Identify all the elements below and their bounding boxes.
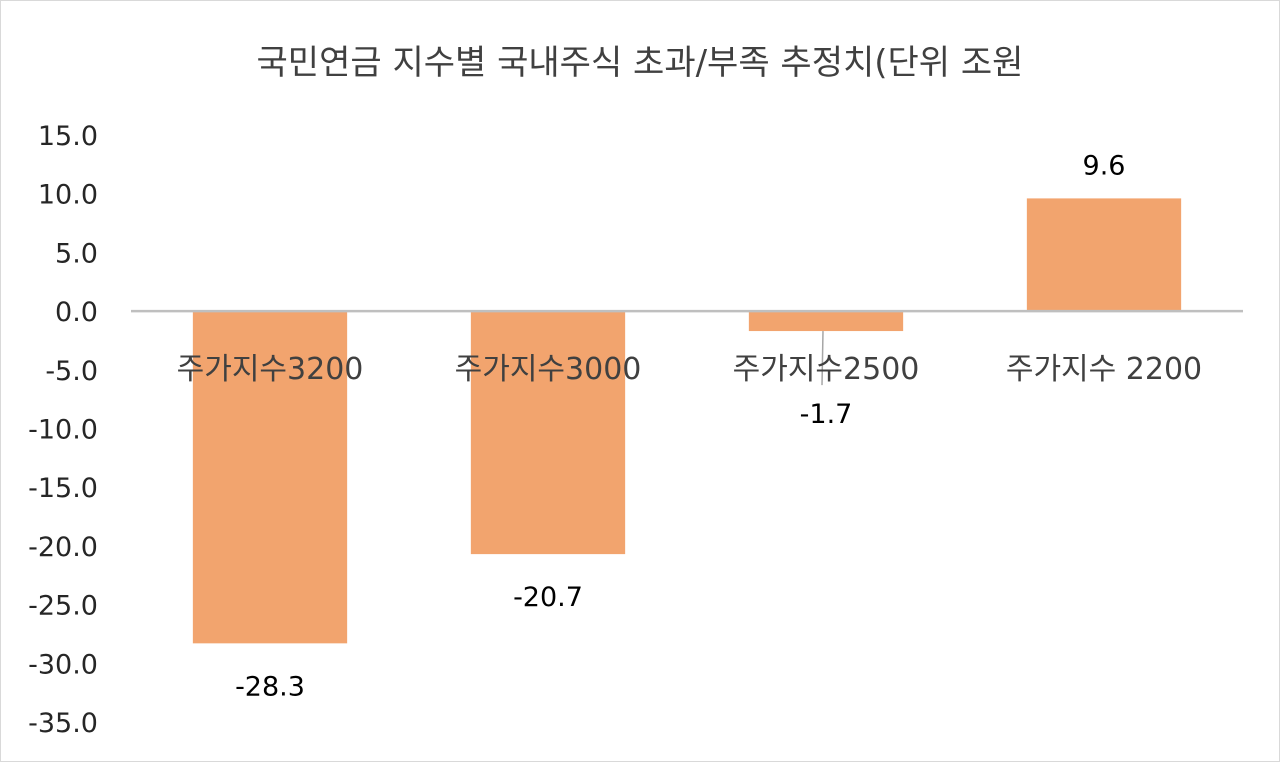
- data-label: -1.7: [800, 399, 853, 430]
- data-label: -28.3: [235, 671, 305, 702]
- data-label: -20.7: [513, 582, 583, 613]
- y-tick-label: -10.0: [28, 415, 98, 446]
- y-tick-label: -5.0: [45, 356, 98, 387]
- bar: [748, 311, 904, 332]
- leader-line: [821, 331, 824, 386]
- y-tick-label: 15.0: [38, 121, 98, 152]
- y-tick-label: -35.0: [28, 708, 98, 739]
- category-label: 주가지수3200: [177, 352, 364, 387]
- y-tick-label: 5.0: [55, 238, 98, 269]
- y-axis: 15.0 10.0 5.0 0.0 -5.0 -10.0 -15.0 -20.0 -25.0 -3…: [28, 121, 98, 739]
- category-labels: 주가지수3200 주가지수3000 주가지수2500 주가지수 2200: [177, 352, 1203, 387]
- data-label: 9.6: [1083, 150, 1126, 181]
- y-tick-label: 0.0: [55, 297, 98, 328]
- data-labels: -28.3 -20.7 -1.7 9.6: [235, 150, 1125, 702]
- category-label: 주가지수2500: [733, 352, 920, 387]
- y-tick-label: -30.0: [28, 649, 98, 680]
- bar: [192, 311, 348, 644]
- y-tick-label: -20.0: [28, 532, 98, 563]
- bar: [470, 311, 626, 555]
- bar: [1026, 198, 1182, 312]
- chart-title: 국민연금 지수별 국내주식 초과/부족 추정치(단위 조원: [257, 43, 1024, 83]
- bars: [192, 198, 1182, 644]
- y-tick-label: 10.0: [38, 180, 98, 211]
- leader-lines: [821, 331, 824, 386]
- category-label: 주가지수3000: [455, 352, 642, 387]
- category-label: 주가지수 2200: [1006, 352, 1202, 387]
- y-tick-label: -25.0: [28, 591, 98, 622]
- y-tick-label: -15.0: [28, 473, 98, 504]
